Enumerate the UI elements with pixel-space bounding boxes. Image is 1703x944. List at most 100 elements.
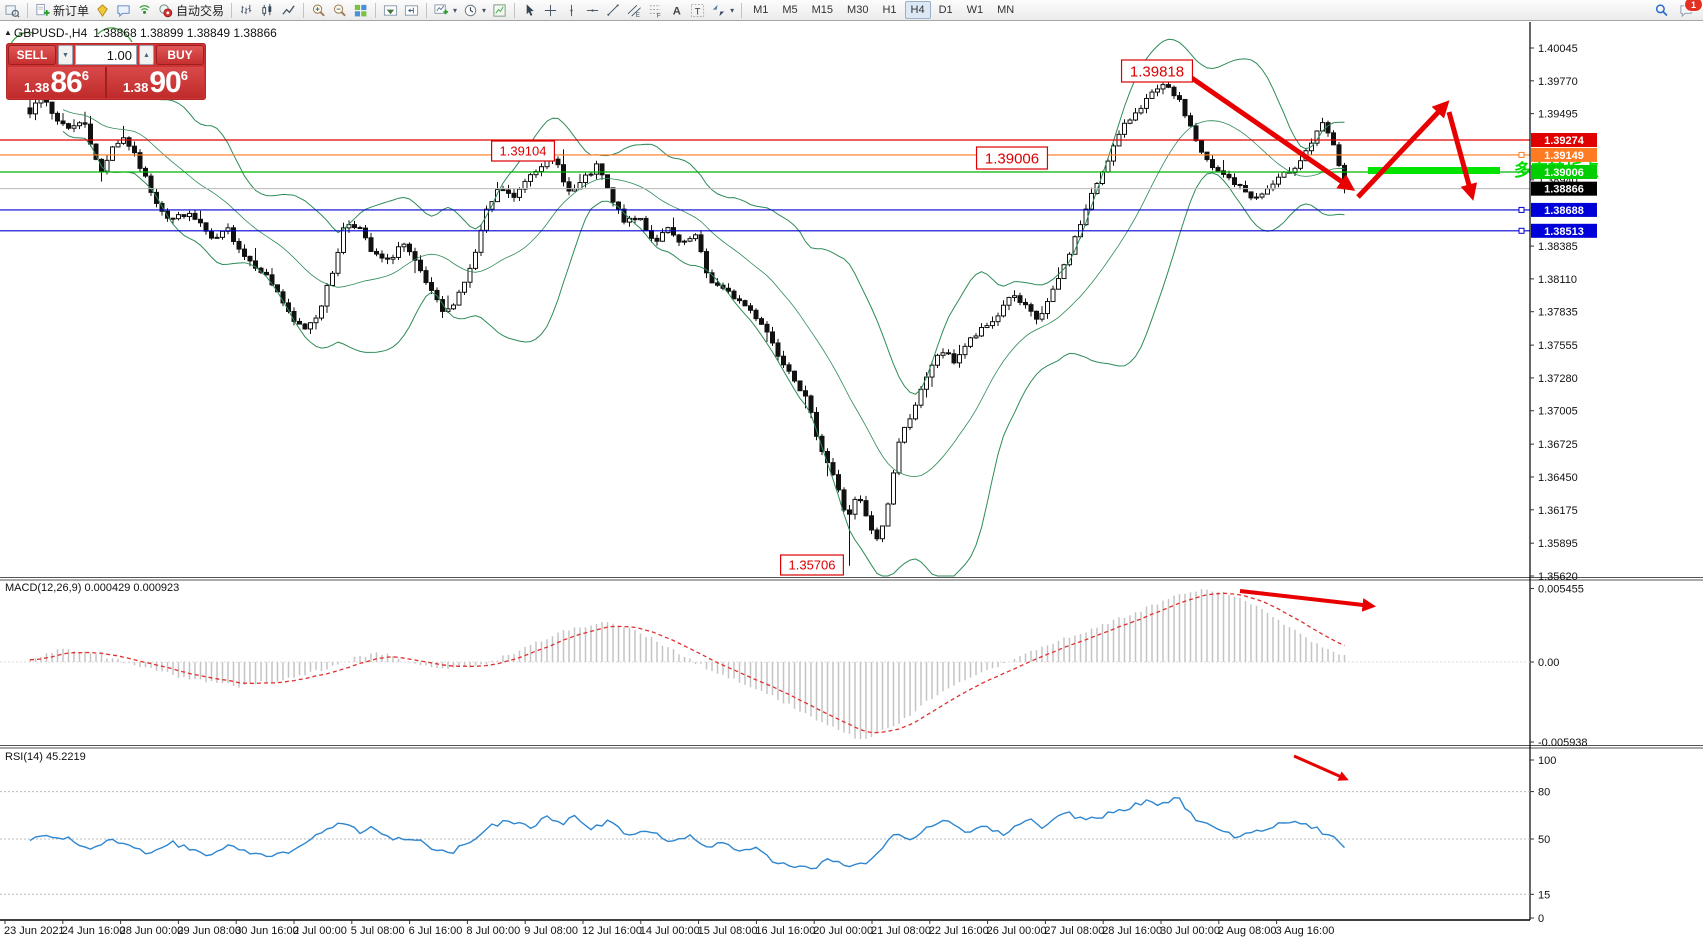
buy-price[interactable]: 1.38 90 6 <box>123 67 188 98</box>
svg-text:26 Jul 00:00: 26 Jul 00:00 <box>987 925 1047 937</box>
signals-button[interactable] <box>135 1 154 19</box>
candlesticks <box>27 75 1347 566</box>
macd-pane[interactable]: MACD(12,26,9) 0.000429 0.000923 0.005455 0… <box>0 582 1588 749</box>
main-toolbar: 新订单 自动交易 ▾ ▾ E F A T ▾ M1 M5 M15 M30 H1 H4 D1 W1 MN 1 <box>0 0 1703 21</box>
horizontal-line-tool[interactable] <box>583 1 602 19</box>
timeframe-h1-button[interactable]: H1 <box>882 4 897 16</box>
fibonacci-tool[interactable]: F <box>646 1 665 19</box>
text-label-tool[interactable]: T <box>688 1 707 19</box>
rsi-pane[interactable]: 100 80 50 15 0 RSI(14) 45.2219 <box>0 751 1556 925</box>
chart-title: ▲ GBPUSD-,H4 1.38868 1.38899 1.38849 1.388… <box>4 26 277 40</box>
sell-price[interactable]: 1.38 86 6 <box>24 67 89 98</box>
topaz-icon <box>97 3 108 17</box>
line-handle[interactable] <box>1518 206 1525 213</box>
depth-of-market-button[interactable] <box>93 1 112 19</box>
svg-text:1.35620: 1.35620 <box>1538 571 1578 583</box>
price-annotation[interactable]: 1.35706 <box>780 554 844 576</box>
svg-text:8 Jul 00:00: 8 Jul 00:00 <box>466 925 520 937</box>
periods-button[interactable]: ▾ <box>461 1 488 19</box>
sell-button[interactable]: SELL <box>8 45 56 65</box>
macd-trend-arrow[interactable] <box>1239 589 1377 612</box>
trend-arrow[interactable] <box>1356 100 1450 199</box>
dropdown-caret-icon[interactable]: ▾ <box>482 5 487 15</box>
volume-input[interactable] <box>75 45 137 65</box>
chart-shift-button[interactable] <box>402 1 421 19</box>
rsi-trend-arrow[interactable] <box>1293 754 1349 781</box>
text-tool[interactable]: A <box>667 1 686 19</box>
buy-button[interactable]: BUY <box>156 45 204 65</box>
chat-icon <box>117 4 130 17</box>
bar-chart-mode-button[interactable] <box>237 1 256 19</box>
indicator-icon <box>434 3 449 14</box>
arrows-tool[interactable]: ▾ <box>709 1 736 19</box>
svg-text:24 Jun 16:00: 24 Jun 16:00 <box>62 925 126 937</box>
collapse-triangle-icon[interactable]: ▲ <box>4 28 12 37</box>
tile-windows-button[interactable] <box>351 1 370 19</box>
cursor-tool[interactable] <box>520 1 539 19</box>
dropdown-caret-icon[interactable]: ▾ <box>730 5 735 15</box>
price-axis[interactable]: 1.400451.397701.394951.389401.383851.381… <box>1530 43 1597 583</box>
vertical-line-tool[interactable] <box>562 1 581 19</box>
price-divider <box>105 67 107 98</box>
volume-increase-button[interactable]: ▲ <box>139 45 154 65</box>
crosshair-tool[interactable] <box>541 1 560 19</box>
symbol-timeframe-label: GBPUSD-,H4 <box>13 26 88 40</box>
tline-icon <box>607 3 619 16</box>
trend-arrow[interactable] <box>1446 111 1478 201</box>
timeframe-w1-button[interactable]: W1 <box>966 4 984 16</box>
svg-text:1.37005: 1.37005 <box>1538 406 1578 418</box>
line-handle[interactable] <box>1518 151 1525 158</box>
timeframe-m5-button[interactable]: M5 <box>782 4 798 16</box>
search-button[interactable] <box>1652 1 1671 19</box>
timeframe-d1-button[interactable]: D1 <box>938 4 953 16</box>
dropdown-caret-icon[interactable]: ▾ <box>453 5 458 15</box>
price-badge: 1.38513 <box>1531 223 1597 238</box>
price-annotation[interactable]: 1.39006 <box>975 146 1049 170</box>
svg-text:9 Jul 08:00: 9 Jul 08:00 <box>524 925 578 937</box>
new-order-button[interactable]: 新订单 <box>33 1 91 19</box>
trend-arrow[interactable] <box>1184 71 1356 191</box>
svg-text:6 Jul 16:00: 6 Jul 16:00 <box>409 925 463 937</box>
timeframe-mn-button[interactable]: MN <box>997 4 1015 16</box>
timeframe-m15-button[interactable]: M15 <box>811 4 834 16</box>
timeframe-h4-button[interactable]: H4 <box>904 1 931 19</box>
price-badge: 1.39274 <box>1531 132 1597 147</box>
vline-icon <box>570 4 573 16</box>
trendline-tool[interactable] <box>604 1 623 19</box>
chat-button[interactable] <box>114 1 133 19</box>
template-icon <box>493 3 506 17</box>
toolbar-separator <box>303 2 305 18</box>
auto-scroll-button[interactable] <box>381 1 400 19</box>
quote-display: 1.38 86 6 1.38 90 6 <box>8 67 204 98</box>
zoom-in-button[interactable] <box>309 1 328 19</box>
chart-window-button[interactable] <box>3 1 22 19</box>
new-order-button-label: 新订单 <box>53 3 90 18</box>
templates-button[interactable] <box>490 1 509 19</box>
price-annotation[interactable]: 1.39104 <box>491 140 555 162</box>
notifications-button[interactable]: 1 <box>1677 0 1703 19</box>
line-chart-mode-button[interactable] <box>279 1 298 19</box>
crosshair-icon <box>544 4 557 16</box>
svg-text:16 Jul 16:00: 16 Jul 16:00 <box>755 925 815 937</box>
timeframe-m1-button[interactable]: M1 <box>753 4 769 16</box>
candlestick-mode-button[interactable] <box>258 1 277 19</box>
svg-text:29 Jun 08:00: 29 Jun 08:00 <box>177 925 241 937</box>
indicators-button[interactable]: ▾ <box>432 1 459 19</box>
volume-decrease-button[interactable]: ▼ <box>58 45 73 65</box>
line-handle[interactable] <box>1518 227 1525 234</box>
toolbar-separator <box>375 2 377 18</box>
timeframe-m30-button[interactable]: M30 <box>847 4 869 16</box>
zoom-out-button[interactable] <box>330 1 349 19</box>
auto-trading-button[interactable]: 自动交易 <box>156 1 226 19</box>
equidistant-channel-tool[interactable]: E <box>625 1 644 19</box>
bollinger-bands[interactable] <box>62 38 1345 577</box>
svg-text:14 Jul 00:00: 14 Jul 00:00 <box>640 925 700 937</box>
clock-icon <box>464 4 477 16</box>
horizontal-line-objects[interactable] <box>0 139 1530 234</box>
turning-point-bar[interactable] <box>1368 167 1500 174</box>
svg-text:1.38688: 1.38688 <box>1544 205 1584 217</box>
price-annotation[interactable]: 1.39818 <box>1120 59 1194 83</box>
